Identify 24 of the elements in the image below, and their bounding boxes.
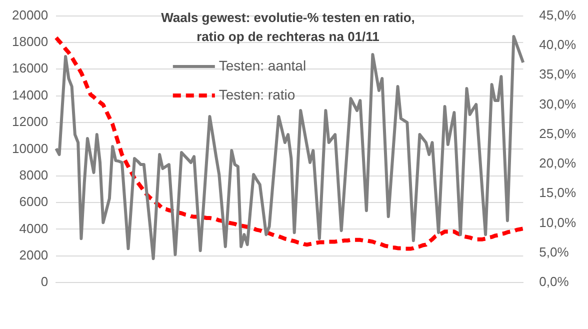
y2-tick-label: 0,0%: [539, 274, 570, 290]
y2-tick-label: 10,0%: [539, 214, 576, 230]
chart-title: Waals gewest: evolutie-% testen en ratio, ratio op de rechteras na 01/11: [160, 9, 416, 46]
y2-tick-label: 25,0%: [539, 126, 576, 141]
y2-tick-label: 40,0%: [539, 37, 576, 52]
y-tick-label: 18000: [12, 34, 48, 50]
y2-tick-label: 15,0%: [539, 185, 576, 200]
y-tick-label: 8000: [19, 167, 48, 182]
y-tick-label: 16000: [12, 60, 48, 76]
y-tick-label: 4000: [19, 220, 48, 236]
y2-tick-label: 45,0%: [539, 7, 576, 22]
legend-label: Testen: ratio: [218, 86, 296, 102]
legend-label: Testen: aantal: [218, 57, 306, 74]
y2-tick-label: 35,0%: [539, 66, 576, 82]
y2-tick-label: 5,0%: [539, 244, 570, 260]
y-tick-label: 10000: [12, 140, 48, 156]
y-tick-label: 6000: [19, 194, 48, 210]
y-tick-label: 14000: [12, 87, 48, 102]
y-tick-label: 2000: [19, 248, 48, 262]
y-tick-label: 20000: [12, 7, 48, 22]
y-tick-label: 12000: [12, 114, 48, 130]
y-tick-label: 0: [40, 274, 48, 290]
y2-tick-label: 20,0%: [539, 156, 576, 171]
y2-tick-label: 30,0%: [539, 96, 576, 112]
